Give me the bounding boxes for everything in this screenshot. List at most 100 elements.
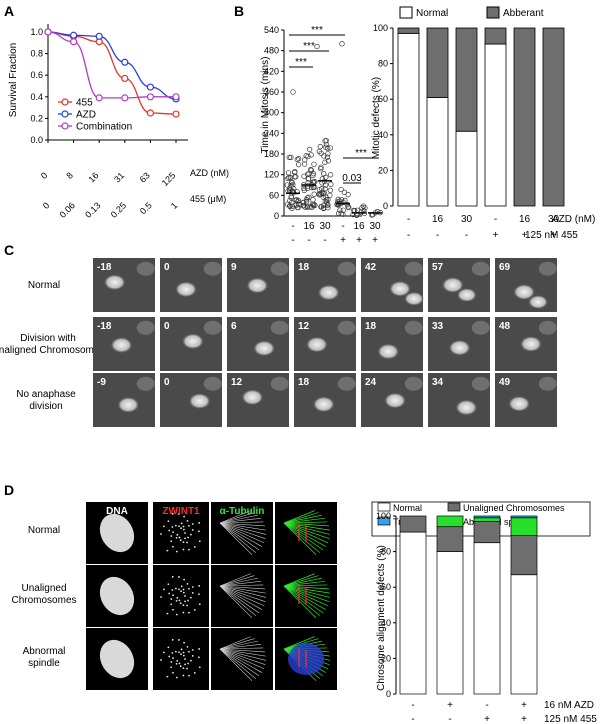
data-point bbox=[172, 110, 180, 118]
row-label: Normal bbox=[28, 280, 60, 291]
microtubule bbox=[219, 522, 265, 527]
azd-tick-label: 63 bbox=[138, 170, 152, 184]
panel-letter-c: C bbox=[4, 242, 14, 258]
x-label-row1: 16 bbox=[519, 214, 531, 225]
microtubule bbox=[283, 522, 324, 551]
microtubule bbox=[219, 522, 260, 551]
mitosis-point bbox=[362, 205, 368, 211]
bar-abberant bbox=[455, 27, 478, 132]
bar-abberant bbox=[513, 27, 536, 207]
kinetochore bbox=[298, 586, 300, 588]
kinetochore bbox=[184, 600, 186, 603]
data-point bbox=[44, 28, 52, 36]
live-imaging-panel: Normal -18 0 9 18 42 57 69 Division with Unaligne… bbox=[0, 258, 557, 427]
y-tick-label: 300 bbox=[264, 108, 279, 118]
mitosis-point bbox=[285, 170, 292, 176]
kinetochore bbox=[191, 655, 194, 657]
mitosis-point bbox=[338, 186, 344, 193]
kinetochore bbox=[175, 599, 178, 602]
mitosis-point bbox=[302, 204, 308, 210]
cell bbox=[312, 396, 335, 413]
microtubule bbox=[283, 585, 317, 619]
cell bbox=[175, 281, 198, 298]
kinetochore bbox=[176, 533, 179, 536]
azd-tick-label: 125 bbox=[160, 170, 178, 188]
kinetochore bbox=[162, 525, 165, 528]
kinetochore bbox=[305, 652, 307, 654]
kinetochore bbox=[305, 595, 307, 597]
frame-time-label: -9 bbox=[97, 377, 106, 388]
kinetochore bbox=[188, 587, 190, 590]
kinetochore bbox=[186, 541, 188, 544]
kinetochore bbox=[191, 529, 194, 531]
mitosis-point bbox=[308, 152, 314, 158]
bar-segment bbox=[399, 515, 427, 533]
kinetochore bbox=[198, 593, 200, 596]
data-point bbox=[146, 93, 154, 101]
x-label-row1: 30 bbox=[461, 214, 473, 225]
microtubule bbox=[219, 584, 264, 587]
bar-segment bbox=[473, 515, 501, 519]
kinetochore bbox=[174, 650, 177, 653]
frame-time-label: 69 bbox=[499, 262, 511, 273]
x-label-row2: + bbox=[522, 230, 528, 241]
mitosis-point bbox=[337, 207, 343, 213]
mitosis-point bbox=[289, 203, 295, 209]
frame-time-label: 18 bbox=[298, 262, 310, 273]
legend-swatch bbox=[377, 516, 391, 526]
bar-abberant bbox=[397, 27, 420, 34]
y-tick-label: 100 bbox=[376, 511, 391, 521]
background-cell bbox=[471, 320, 490, 335]
kinetochore bbox=[305, 532, 307, 534]
y-tick-label: 0.4 bbox=[30, 92, 43, 102]
mitosis-point bbox=[293, 197, 299, 203]
frame-time-label: 34 bbox=[432, 377, 444, 388]
y-tick-label: 100 bbox=[373, 23, 388, 33]
microtubule bbox=[219, 648, 253, 682]
kinetochore bbox=[182, 654, 185, 657]
455-tick-label: 0 bbox=[41, 200, 52, 211]
mitotic-defects-chart: Normal Abberant Mitotic defects (%) 0 20 4… bbox=[371, 6, 595, 241]
kinetochore bbox=[178, 599, 181, 602]
cell bbox=[404, 291, 425, 306]
legend-label: Unaligned Chromosomes bbox=[463, 503, 565, 513]
kinetochore bbox=[191, 592, 194, 594]
x-label-row1: - bbox=[485, 700, 488, 711]
frame-time-label: 12 bbox=[298, 321, 310, 332]
microtubule bbox=[283, 521, 328, 524]
frame-time-label: -18 bbox=[97, 321, 112, 332]
cell bbox=[528, 295, 549, 310]
microtubule bbox=[219, 636, 251, 650]
microtubule bbox=[219, 510, 251, 524]
mitosis-point bbox=[314, 43, 320, 50]
mitosis-point bbox=[334, 201, 340, 208]
kinetochore bbox=[186, 667, 188, 670]
kinetochore bbox=[191, 523, 194, 525]
frame-time-label: 33 bbox=[432, 321, 444, 332]
microtubule bbox=[283, 522, 331, 535]
kinetochore bbox=[180, 585, 183, 588]
data-point bbox=[146, 109, 154, 117]
channel-header: ZWINT1 bbox=[162, 506, 200, 517]
kinetochore bbox=[179, 665, 182, 668]
mitosis-point bbox=[288, 154, 294, 161]
kinetochore bbox=[174, 524, 177, 527]
kinetochore bbox=[176, 659, 179, 662]
microtubule bbox=[283, 512, 319, 524]
kinetochore bbox=[305, 530, 307, 532]
microtubule bbox=[219, 522, 266, 539]
kinetochore bbox=[182, 525, 185, 528]
mitosis-point bbox=[307, 204, 313, 210]
kinetochore bbox=[160, 596, 162, 598]
kinetochore bbox=[182, 541, 185, 544]
mitosis-point bbox=[345, 191, 351, 198]
x-label-row2: - bbox=[436, 230, 439, 241]
kinetochore bbox=[198, 540, 201, 543]
kinetochore bbox=[198, 585, 201, 587]
kinetochore bbox=[160, 533, 162, 535]
455-tick-label: 0.25 bbox=[109, 200, 128, 219]
y-tick-label: 240 bbox=[264, 128, 279, 138]
cell bbox=[117, 396, 140, 413]
kinetochore bbox=[178, 525, 180, 528]
